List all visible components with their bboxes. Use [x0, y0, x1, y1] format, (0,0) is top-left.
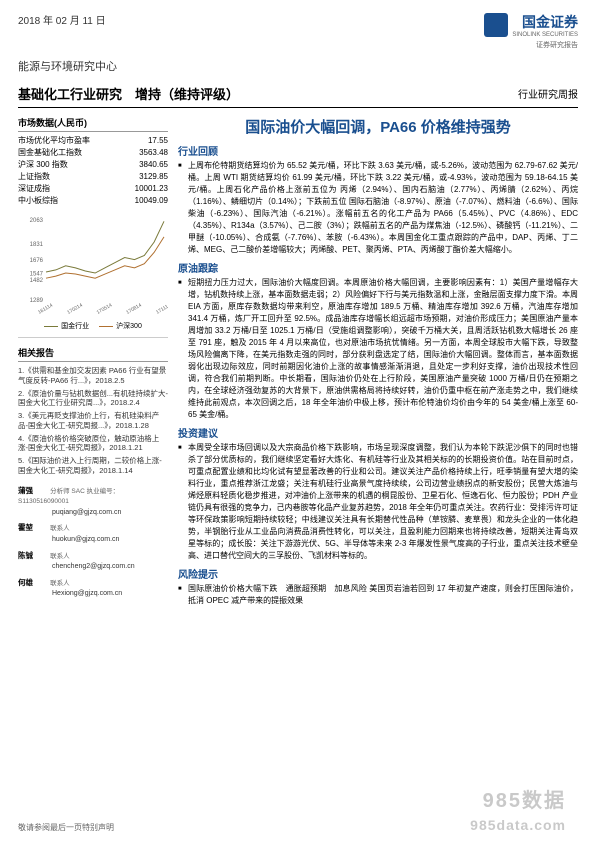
analyst-cred: 联系人: [50, 553, 70, 560]
related-report-item: 1.《供需和基金加交发因素 PA66 行业有望景气度反转-PA66 行...》，…: [18, 366, 168, 386]
analyst-email: huokun@gjzq.com.cn: [52, 536, 119, 543]
market-value: 10001.23: [135, 183, 168, 195]
page-header: 2018 年 02 月 11 日 国金证券 SINOLINK SECURITIE…: [18, 12, 578, 50]
related-report-item: 2.《原油价量与钻机数据创...有机硅持续扩大-国金大化工行业研究周...》，2…: [18, 389, 168, 409]
analyst-cred: 联系人: [50, 580, 70, 587]
analyst-email: Hexiong@gjzq.com.cn: [52, 590, 122, 597]
right-column: 国际油价大幅回调，PA66 价格维持强势 行业回顾上周布伦特期货结算均价为 65…: [178, 116, 578, 609]
market-label: 市场优化平均市盈率: [18, 135, 90, 147]
analyst-name: 霍堃: [18, 523, 48, 534]
market-row: 上证指数 3129.85: [18, 171, 168, 183]
analysts-block: 蒲强 分析师 SAC 执业编号：S1130516090001puqiang@gj…: [18, 486, 168, 600]
section-heading: 投资建议: [178, 425, 578, 440]
footer-disclaimer: 敬请参阅最后一页特别声明: [18, 822, 114, 833]
market-value: 3563.48: [139, 147, 168, 159]
legend-item: 国金行业: [44, 321, 89, 331]
market-data-header: 市场数据(人民币): [18, 116, 168, 132]
market-label: 沪深 300 指数: [18, 159, 68, 171]
analyst-name: 何雄: [18, 578, 48, 589]
svg-text:1547: 1547: [30, 271, 44, 277]
svg-text:1676: 1676: [30, 258, 44, 264]
svg-text:1831: 1831: [30, 242, 44, 248]
article-title: 国际油价大幅回调，PA66 价格维持强势: [178, 116, 578, 137]
svg-text:171114: 171114: [155, 302, 168, 315]
market-label: 中小板综指: [18, 195, 58, 207]
market-value: 10049.09: [135, 195, 168, 207]
section-heading: 原油跟踪: [178, 260, 578, 275]
legend-item: 沪深300: [99, 321, 142, 331]
analyst-name: 蒲强: [18, 486, 48, 497]
analyst-cred: 联系人: [50, 525, 70, 532]
analyst-email: puqiang@gjzq.com.cn: [52, 509, 121, 516]
report-type: 行业研究周报: [518, 86, 578, 101]
center-name: 能源与环境研究中心: [18, 58, 578, 74]
related-reports-header: 相关报告: [18, 346, 168, 362]
section-heading: 行业回顾: [178, 143, 578, 158]
related-report-item: 5.《国际油价进入上行周期，二较价格上涨-国金大化工-研究周报》，2018.1.…: [18, 456, 168, 476]
logo-tag: 证券研究报告: [484, 40, 578, 50]
analyst-email: chencheng2@gjzq.com.cn: [52, 563, 135, 570]
watermark: 985数据: [483, 784, 566, 813]
analyst-row: 霍堃 联系人 huokun@gjzq.com.cn: [18, 523, 168, 544]
logo-text: 国金证券: [512, 12, 578, 32]
market-row: 市场优化平均市盈率 17.55: [18, 135, 168, 147]
svg-text:1289: 1289: [30, 298, 44, 304]
report-date: 2018 年 02 月 11 日: [18, 12, 106, 27]
analyst-name: 陈铖: [18, 551, 48, 562]
title-bar: 基础化工行业研究 增持（维持评级） 行业研究周报: [18, 84, 578, 108]
svg-text:170814: 170814: [125, 302, 143, 315]
market-row: 沪深 300 指数 3840.65: [18, 159, 168, 171]
market-label: 国金基础化工指数: [18, 147, 82, 159]
body-paragraph: 本周受全球市场回调以及大宗商品价格下跌影响，市场呈现深度调整，我们认为本轮下跌泥…: [178, 442, 578, 562]
market-label: 深证成指: [18, 183, 50, 195]
left-column: 市场数据(人民币) 市场优化平均市盈率17.55国金基础化工指数3563.48沪…: [18, 116, 168, 609]
svg-text:2063: 2063: [30, 218, 44, 224]
logo-icon: [484, 13, 508, 37]
svg-text:161114: 161114: [37, 302, 54, 315]
market-value: 3840.65: [139, 159, 168, 171]
body-paragraph: 国际原油价价格大幅下跌 通胀超预期 加息风险 美国页岩油若回到 17 年初复产速…: [178, 583, 578, 607]
analyst-row: 陈铖 联系人 chencheng2@gjzq.com.cn: [18, 551, 168, 572]
section-heading: 风险提示: [178, 566, 578, 581]
watermark-url: 985data.com: [470, 817, 566, 833]
market-row: 深证成指 10001.23: [18, 183, 168, 195]
logo-subtext: SINOLINK SECURITIES: [512, 32, 578, 38]
index-chart: 2063 1831 1676 15471482 1289161114 170214 1705…: [18, 215, 168, 338]
market-row: 国金基础化工指数 3563.48: [18, 147, 168, 159]
related-report-item: 4.《原油价格价格突破原位，触动原油格上涨-国金大化工-研究周报》，2018.1…: [18, 434, 168, 454]
main-title: 基础化工行业研究 增持（维持评级）: [18, 84, 239, 103]
analyst-row: 何雄 联系人 Hexiong@gjzq.com.cn: [18, 578, 168, 599]
svg-text:170214: 170214: [66, 302, 84, 315]
market-row: 中小板综指 10049.09: [18, 195, 168, 207]
company-logo: 国金证券 SINOLINK SECURITIES 证券研究报告: [484, 12, 578, 50]
market-value: 3129.85: [139, 171, 168, 183]
market-label: 上证指数: [18, 171, 50, 183]
market-value: 17.55: [148, 135, 168, 147]
related-report-item: 3.《美元再贬支撑油价上行，有机硅染料产品-国金大化工-研究周报...》，201…: [18, 411, 168, 431]
svg-text:170514: 170514: [96, 302, 114, 315]
body-paragraph: 短期扭力压力过大，国际油价大幅度回调。本周原油价格大幅回调，主要影响因素有：1）…: [178, 277, 578, 421]
svg-text:1482: 1482: [30, 278, 44, 284]
analyst-row: 蒲强 分析师 SAC 执业编号：S1130516090001puqiang@gj…: [18, 486, 168, 518]
body-paragraph: 上周布伦特期货结算均价为 65.52 美元/桶，环比下跌 3.63 美元/桶，或…: [178, 160, 578, 256]
